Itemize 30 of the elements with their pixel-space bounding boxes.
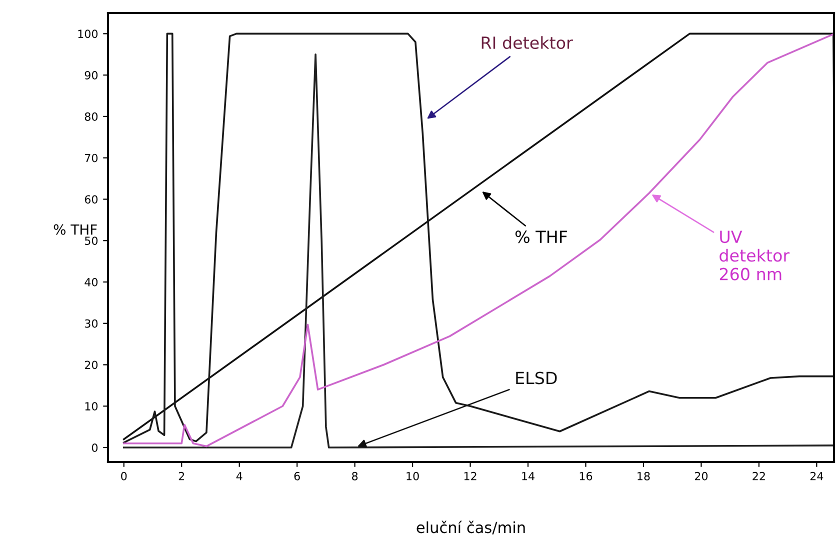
x-tick-label: 10	[406, 472, 419, 480]
y-tick-label: 0	[92, 443, 98, 452]
y-tick-label: 60	[84, 195, 98, 204]
annotation: UV detektor 260 nm	[720, 230, 790, 280]
y-tick-label: 20	[84, 360, 98, 370]
x-tick-label: 24	[810, 472, 824, 480]
x-tick-label: 16	[580, 472, 592, 480]
annotation: % THF	[515, 230, 567, 244]
x-tick-label: 4	[236, 472, 242, 480]
annotation: RI detektor	[482, 36, 573, 50]
x-tick-label: 20	[694, 472, 708, 480]
y-axis-title: % THF	[54, 224, 97, 235]
x-axis-title: eluční čas/min	[416, 520, 525, 534]
y-tick-label: 80	[84, 112, 98, 121]
x-tick-label: 8	[352, 472, 358, 480]
x-tick-label: 6	[294, 472, 300, 480]
y-tick-label: 10	[85, 402, 98, 411]
x-tick-label: 0	[121, 472, 127, 480]
y-tick-label: 50	[84, 236, 98, 245]
y-tick-label: 40	[84, 278, 98, 286]
y-tick-label: 70	[85, 154, 98, 162]
y-tick-label: 30	[84, 319, 98, 328]
x-tick-label: 2	[178, 472, 184, 480]
x-tick-label: 12	[464, 472, 476, 480]
y-tick-label: 100	[78, 30, 98, 38]
x-tick-label: 18	[638, 472, 650, 480]
y-tick-label: 90	[84, 71, 98, 80]
x-tick-label: 22	[752, 472, 765, 480]
annotation: ELSD	[516, 372, 557, 384]
x-tick-label: 14	[522, 472, 534, 480]
